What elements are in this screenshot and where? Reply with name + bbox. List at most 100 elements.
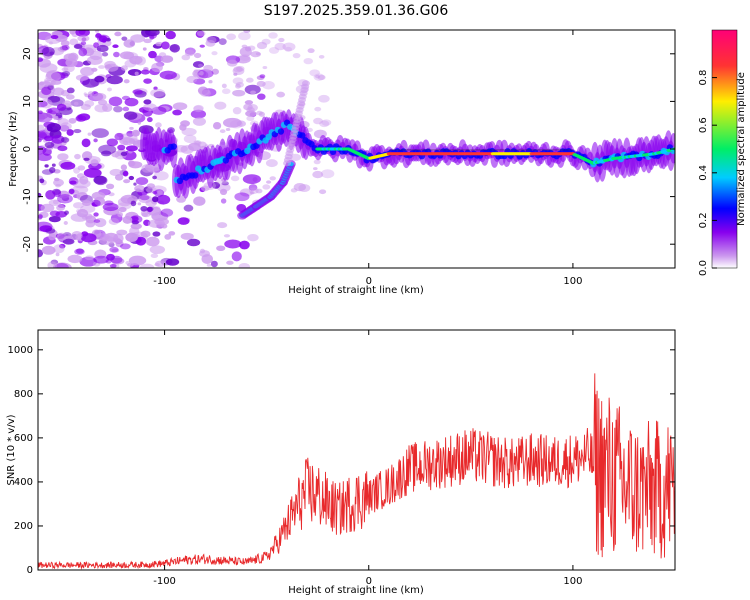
heat-blob xyxy=(47,261,58,268)
snr-frame xyxy=(37,329,676,571)
heat-blob xyxy=(68,117,77,124)
heat-blob xyxy=(109,246,119,253)
heat-blob xyxy=(105,259,112,264)
heat-blob xyxy=(91,128,109,138)
ridge-core xyxy=(265,133,272,141)
heat-blob xyxy=(165,258,180,266)
heat-blob xyxy=(169,43,180,53)
heat-blob xyxy=(120,164,128,171)
heat-blob xyxy=(117,211,123,218)
x-tick-label: -100 xyxy=(153,576,176,587)
y-tick-label: 20 xyxy=(22,47,33,60)
heat-blob xyxy=(230,175,240,182)
heat-blob xyxy=(45,189,56,200)
x-tick-label: 100 xyxy=(563,276,582,287)
heat-blob xyxy=(38,113,46,122)
heat-blob xyxy=(172,102,188,111)
y-tick-label: -10 xyxy=(22,188,33,204)
heat-blob xyxy=(219,129,226,134)
heat-blob xyxy=(181,54,191,61)
figure-title: S197.2025.359.01.36.G06 xyxy=(264,3,449,19)
heat-blob xyxy=(114,174,124,181)
heat-blob xyxy=(48,216,61,223)
heat-blob xyxy=(233,66,243,73)
heat-blob xyxy=(38,221,53,232)
heat-blob xyxy=(193,69,199,73)
heat-blob xyxy=(93,212,99,217)
heat-blob xyxy=(255,52,261,56)
heat-blob xyxy=(315,75,321,79)
heat-blob xyxy=(73,44,83,49)
y-tick-label: 0 xyxy=(22,146,33,152)
heat-blob xyxy=(208,80,213,84)
heat-blob xyxy=(65,94,75,100)
heat-blob xyxy=(87,132,92,136)
heat-blob xyxy=(44,79,56,86)
heat-blob xyxy=(192,61,205,68)
heat-blob xyxy=(41,86,52,96)
heat-blob xyxy=(128,255,147,266)
heat-blob xyxy=(72,178,91,189)
heat-blob xyxy=(309,69,320,77)
heat-blob xyxy=(83,168,102,178)
heat-blob xyxy=(200,185,210,192)
heat-blob xyxy=(38,249,44,258)
heat-blob xyxy=(221,83,227,89)
heat-blob xyxy=(60,161,76,170)
heat-blob xyxy=(307,48,315,54)
heat-blob xyxy=(49,166,56,174)
colorbar-label: Normalized spectral amplitude xyxy=(736,72,747,226)
snr-y-ticks: 0 200 400 600 800 1000 xyxy=(8,345,675,576)
heat-blob xyxy=(284,46,293,52)
heat-blob xyxy=(184,49,195,57)
heat-blob xyxy=(124,97,139,107)
heat-blob xyxy=(211,51,218,56)
heat-blob xyxy=(95,33,102,39)
ridge-core xyxy=(222,157,230,164)
heat-blob xyxy=(278,37,285,43)
heat-blob xyxy=(38,138,42,143)
heat-blob xyxy=(186,75,198,84)
heat-blob xyxy=(93,175,107,185)
spectrogram-x-label: Height of straight line (km) xyxy=(288,285,424,296)
heat-blob xyxy=(44,135,54,142)
heat-blob xyxy=(117,144,126,151)
heat-blob xyxy=(232,89,246,97)
y-tick-label: 0 xyxy=(27,565,33,576)
heat-blob xyxy=(57,118,69,126)
heat-blob xyxy=(153,91,166,99)
colorbar: 0.0 0.2 0.4 0.6 0.8 Normalized spectral ampl… xyxy=(698,29,747,276)
heat-blob xyxy=(198,87,211,96)
heat-blob xyxy=(248,184,258,191)
heat-blob xyxy=(196,30,206,37)
heat-blob xyxy=(239,46,252,57)
heat-blob xyxy=(122,140,129,146)
snr-plot-area xyxy=(38,373,675,570)
heat-blob xyxy=(151,62,163,73)
heat-blob xyxy=(137,202,142,206)
heat-blob xyxy=(232,77,244,85)
heat-blob xyxy=(235,83,241,89)
colorbar-tick-label: 0.8 xyxy=(698,70,709,86)
heat-blob xyxy=(134,185,145,193)
heat-blob xyxy=(40,203,55,213)
heat-blob xyxy=(94,217,107,228)
heat-blob xyxy=(172,109,183,116)
heat-blob xyxy=(122,170,129,177)
heat-blob xyxy=(235,81,244,88)
heat-blob xyxy=(153,171,169,181)
heat-blob xyxy=(107,87,112,92)
heat-blob xyxy=(243,30,251,34)
heat-blob xyxy=(38,100,48,108)
heat-blob xyxy=(102,202,119,212)
heat-blob xyxy=(119,243,131,250)
spectrogram-x-ticks: -100 0 100 xyxy=(153,30,582,287)
x-tick-label: -100 xyxy=(153,276,176,287)
heat-blob xyxy=(62,238,75,245)
heat-blob xyxy=(128,175,135,181)
heat-blob xyxy=(159,70,177,80)
heat-blob xyxy=(168,231,176,236)
y-tick-label: 200 xyxy=(14,521,33,532)
ridge-core xyxy=(170,143,177,150)
